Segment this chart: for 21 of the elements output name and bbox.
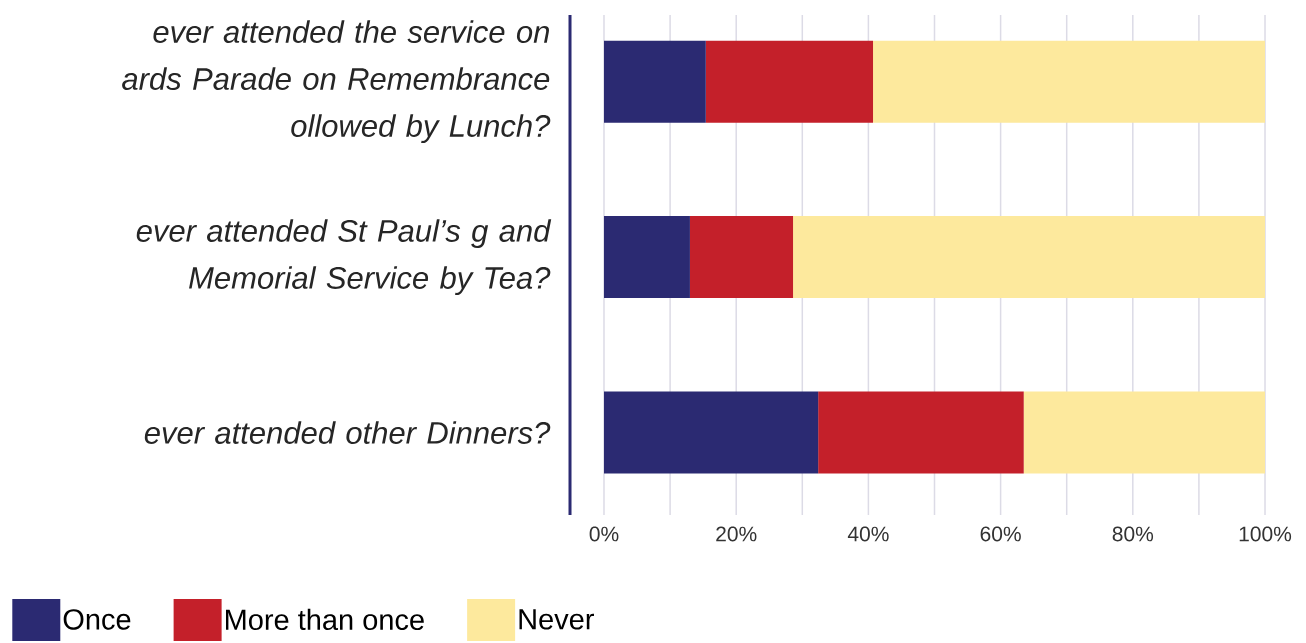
y-tick-label: ever attended St Paul’s g and Memorial Service by Tea? (136, 219, 552, 296)
bar (1023, 391, 1266, 474)
bar (873, 40, 1266, 123)
bar (689, 216, 794, 299)
legend-label: Never (519, 609, 594, 630)
x-tick-label: 100% (1239, 526, 1292, 542)
bar (818, 391, 1024, 474)
bar (604, 216, 690, 299)
legend-label: More than once (226, 608, 424, 631)
bar (705, 40, 874, 123)
bar (604, 40, 706, 123)
bar (604, 391, 819, 474)
legend-label: Once (63, 609, 131, 630)
y-tick-label: ever attended the service on ards Parade on Remembrance ollowed by Lunch? (122, 20, 551, 144)
x-tick-label: 0% (589, 526, 619, 542)
y-tick-label: ever attended other Dinners? (144, 421, 551, 444)
x-tick-label: 20% (716, 526, 757, 542)
x-tick-label: 60% (980, 526, 1021, 542)
x-tick-label: 40% (847, 526, 889, 542)
bar (793, 216, 1266, 299)
x-tick-label: 80% (1112, 526, 1154, 542)
